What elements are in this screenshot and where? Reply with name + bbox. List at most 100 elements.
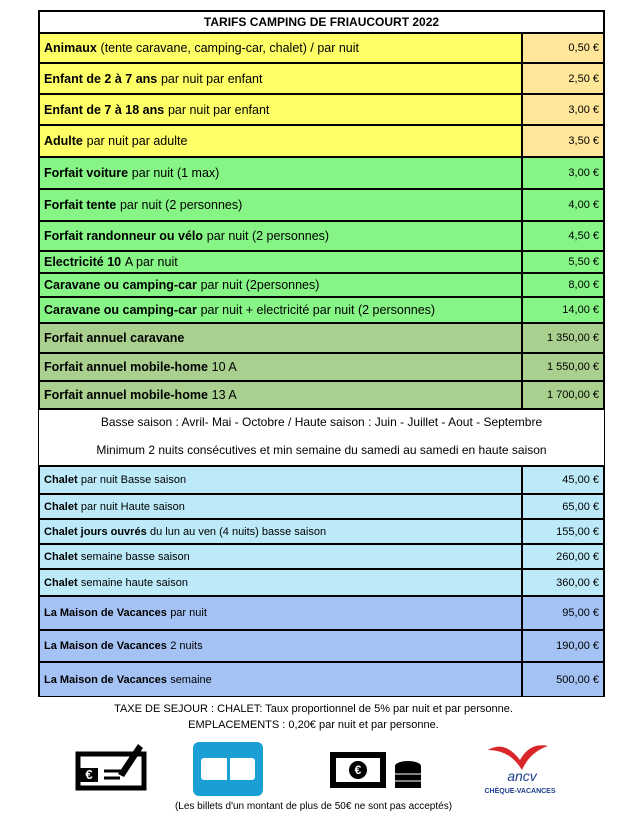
notes: Basse saison : Avril- Mai - Octobre / Ha… <box>38 409 605 466</box>
label-cell: La Maison de Vacances par nuit <box>38 596 522 630</box>
label-text: par nuit par adulte <box>86 134 188 148</box>
price-cell: 360,00 € <box>522 569 605 596</box>
label-bold: La Maison de Vacances <box>44 640 167 652</box>
label-bold: Forfait annuel mobile-home <box>44 360 208 374</box>
label-text: par nuit par enfant <box>167 102 270 117</box>
label-cell: Forfait annuel mobile-home 13 A <box>38 381 522 409</box>
label-bold: Chalet <box>44 550 78 563</box>
footer: (Les billets d'un montant de plus de 50€… <box>174 801 453 812</box>
label-cell: Animaux (tente caravane, camping-car, cha… <box>38 33 522 63</box>
price-cell: 190,00 € <box>522 630 605 662</box>
label-text: par nuit (1 max) <box>131 166 220 180</box>
price-cell: 8,00 € <box>522 273 605 297</box>
label-cell: Chalet par nuit Basse saison <box>38 466 522 494</box>
label-bold: Adulte <box>44 134 83 148</box>
label-bold: Forfait randonneur ou vélo <box>44 229 204 243</box>
label-bold: Chalet <box>44 576 78 589</box>
label-cell: Caravane ou camping-car par nuit (2person… <box>38 273 522 297</box>
price-cell: 500,00 € <box>522 662 605 697</box>
label-text: semaine basse saison <box>80 550 190 563</box>
label-bold: Chalet <box>44 500 78 513</box>
label-cell: La Maison de Vacances semaine <box>38 662 522 697</box>
label-cell: Adulte par nuit par adulte <box>38 125 522 157</box>
label-text: par nuit (2personnes) <box>200 278 320 292</box>
label-cell: Enfant de 2 à 7 ans par nuit par enfant <box>38 63 522 94</box>
label-bold: La Maison de Vacances <box>44 607 167 619</box>
payment-icons: € € ancv CHÈQUE-VACANCES <box>75 742 556 796</box>
label-text: A par nuit <box>124 255 178 269</box>
label-bold: Forfait annuel caravane <box>44 331 185 345</box>
label-cell: Chalet semaine haute saison <box>38 569 522 596</box>
label-text: par nuit Haute saison <box>80 500 185 513</box>
ancv-text: ancv <box>507 768 538 784</box>
label-cell: Chalet jours ouvrés du lun au ven (4 nuit… <box>38 519 522 544</box>
label-cell: Enfant de 7 à 18 ans par nuit par enfant <box>38 94 522 125</box>
price-cell: 0,50 € <box>522 33 605 63</box>
price-cell: 4,50 € <box>522 221 605 251</box>
note: Basse saison : Avril- Mai - Octobre / Ha… <box>100 415 543 429</box>
label-cell: Forfait annuel caravane <box>38 323 522 353</box>
tax-line: EMPLACEMENTS : 0,20€ par nuit et par per… <box>188 719 439 731</box>
cash-symbol: € <box>355 763 362 777</box>
price-cell: 45,00 € <box>522 466 605 494</box>
tax-line: TAXE DE SEJOUR : CHALET: Taux proportion… <box>114 703 513 715</box>
price-cell: 5,50 € <box>522 251 605 273</box>
label-text: 10 A <box>211 360 237 374</box>
label-text: par nuit par enfant <box>160 71 263 86</box>
label-text: semaine haute saison <box>80 576 188 589</box>
price-cell: 4,00 € <box>522 189 605 221</box>
label-text: 13 A <box>211 388 237 402</box>
cheque-icon: € <box>75 744 147 791</box>
price-cell: 2,50 € <box>522 63 605 94</box>
label-text: (tente caravane, camping-car, chalet) / … <box>100 41 360 55</box>
cheque-symbol: € <box>85 767 92 782</box>
label-cell: Forfait tente par nuit (2 personnes) <box>38 189 522 221</box>
label-bold: Caravane ou camping-car <box>44 303 197 317</box>
label-bold: Forfait tente <box>44 198 117 212</box>
label-bold: Forfait annuel mobile-home <box>44 388 208 402</box>
price-cell: 260,00 € <box>522 544 605 569</box>
price-cell: 1 550,00 € <box>522 353 605 381</box>
label-text: par nuit + electricité par nuit (2 perso… <box>200 303 436 317</box>
label-cell: Forfait annuel mobile-home 10 A <box>38 353 522 381</box>
note: Minimum 2 nuits consécutives et min sema… <box>96 443 547 457</box>
label-bold: Forfait voiture <box>44 166 129 180</box>
label-bold: Animaux <box>44 41 97 55</box>
price-cell: 65,00 € <box>522 494 605 519</box>
price-cell: 1 700,00 € <box>522 381 605 409</box>
price-cell: 3,50 € <box>522 125 605 157</box>
label-text: semaine <box>170 673 212 686</box>
price-cell: 3,00 € <box>522 94 605 125</box>
label-cell: Forfait voiture par nuit (1 max) <box>38 157 522 189</box>
cb-icon <box>193 742 263 796</box>
label-bold: Chalet <box>44 474 78 486</box>
label-text: 2 nuits <box>170 640 203 652</box>
label-bold: Electricité 10 <box>44 255 122 269</box>
table-title: TARIFS CAMPING DE FRIAUCOURT 2022 <box>38 10 605 33</box>
label-bold: Chalet jours ouvrés <box>44 525 147 538</box>
label-bold: Enfant de 7 à 18 ans <box>44 102 165 117</box>
ancv-subtext: CHÈQUE-VACANCES <box>484 786 555 795</box>
cash-icon: € <box>330 752 421 788</box>
label-text: par nuit (2 personnes) <box>119 198 243 212</box>
label-cell: Chalet semaine basse saison <box>38 544 522 569</box>
label-cell: Chalet par nuit Haute saison <box>38 494 522 519</box>
label-bold: La Maison de Vacances <box>44 673 167 686</box>
price-cell: 95,00 € <box>522 596 605 630</box>
label-cell: Caravane ou camping-car par nuit + electr… <box>38 297 522 323</box>
label-text: par nuit (2 personnes) <box>206 229 330 243</box>
label-text: par nuit Basse saison <box>80 474 187 486</box>
price-cell: 155,00 € <box>522 519 605 544</box>
label-text: du lun au ven (4 nuits) basse saison <box>150 525 327 538</box>
label-cell: Electricité 10 A par nuit <box>38 251 522 273</box>
label-bold: Caravane ou camping-car <box>44 278 197 292</box>
label-cell: Forfait randonneur ou vélo par nuit (2 pe… <box>38 221 522 251</box>
price-cell: 14,00 € <box>522 297 605 323</box>
label-bold: Enfant de 2 à 7 ans <box>44 71 158 86</box>
price-cell: 1 350,00 € <box>522 323 605 353</box>
label-cell: La Maison de Vacances 2 nuits <box>38 630 522 662</box>
label-text: par nuit <box>170 607 207 619</box>
ancv-logo: ancv CHÈQUE-VACANCES <box>484 745 556 795</box>
price-cell: 3,00 € <box>522 157 605 189</box>
